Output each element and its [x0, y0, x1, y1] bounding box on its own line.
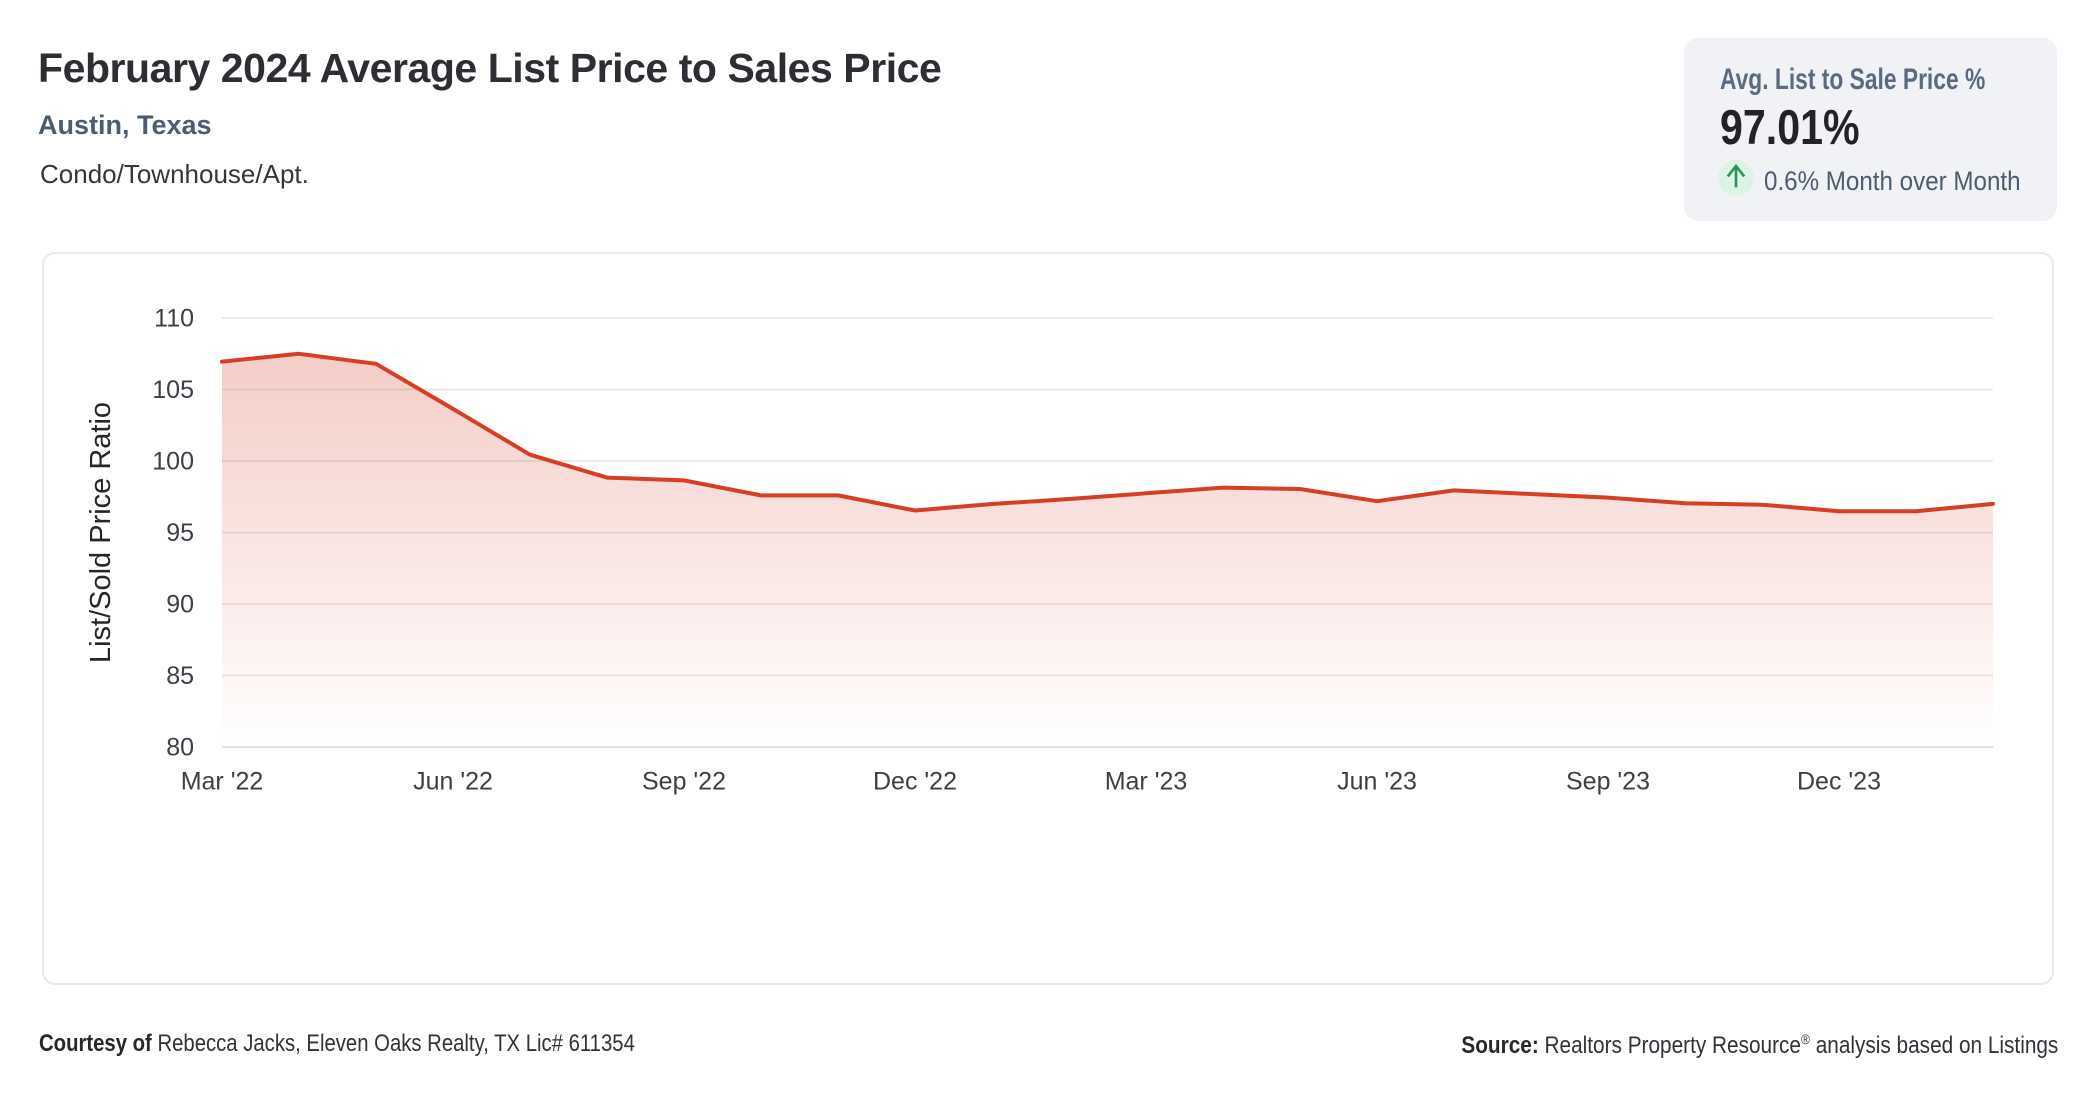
svg-text:Dec '22: Dec '22 [873, 768, 957, 796]
svg-text:85: 85 [166, 662, 194, 690]
svg-text:Jun '22: Jun '22 [413, 768, 493, 796]
svg-text:Sep '23: Sep '23 [1566, 768, 1650, 796]
svg-text:Jun '23: Jun '23 [1337, 768, 1417, 796]
svg-text:List/Sold Price Ratio: List/Sold Price Ratio [85, 402, 117, 663]
svg-text:Dec '23: Dec '23 [1797, 768, 1881, 796]
svg-text:105: 105 [152, 376, 194, 404]
svg-text:95: 95 [166, 519, 194, 547]
svg-text:110: 110 [154, 305, 194, 333]
svg-text:90: 90 [166, 591, 194, 619]
svg-text:Mar '22: Mar '22 [181, 768, 264, 796]
svg-text:100: 100 [152, 448, 194, 476]
svg-text:Sep '22: Sep '22 [642, 768, 726, 796]
svg-text:Mar '23: Mar '23 [1105, 768, 1188, 796]
svg-text:80: 80 [166, 734, 194, 762]
